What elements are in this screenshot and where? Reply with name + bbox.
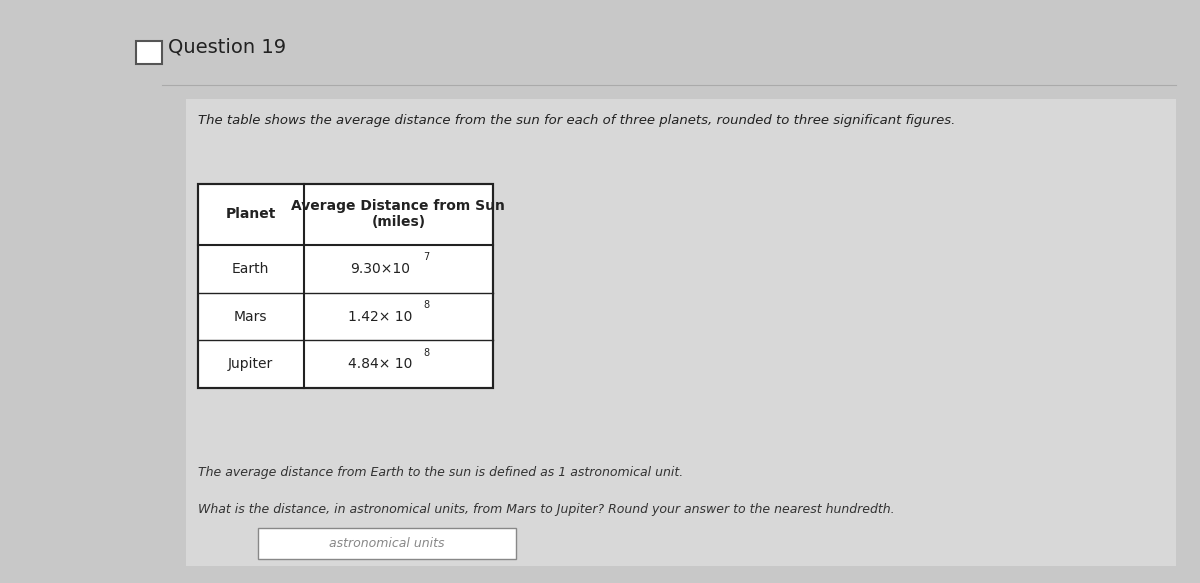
Text: Earth: Earth	[232, 262, 270, 276]
Bar	[198, 184, 493, 388]
Text: 8: 8	[424, 347, 430, 358]
Text: Jupiter: Jupiter	[228, 357, 274, 371]
Text: What is the distance, in astronomical units, from Mars to Jupiter? Round your an: What is the distance, in astronomical un…	[198, 503, 895, 515]
Bar	[136, 41, 162, 64]
Text: 4.84× 10: 4.84× 10	[348, 357, 413, 371]
Text: Question 19: Question 19	[168, 37, 286, 56]
Text: 1.42× 10: 1.42× 10	[348, 310, 413, 324]
Text: Planet: Planet	[226, 207, 276, 222]
Text: 7: 7	[424, 252, 430, 262]
Text: Mars: Mars	[234, 310, 268, 324]
Bar	[186, 99, 1176, 566]
Text: The average distance from Earth to the sun is defined as 1 astronomical unit.: The average distance from Earth to the s…	[198, 466, 683, 479]
Text: 8: 8	[424, 300, 430, 310]
Text: Average Distance from Sun
(miles): Average Distance from Sun (miles)	[292, 199, 505, 229]
Text: astronomical units: astronomical units	[329, 537, 445, 550]
Text: The table shows the average distance from the sun for each of three planets, rou: The table shows the average distance fro…	[198, 114, 955, 127]
Bar	[258, 528, 516, 559]
Bar	[198, 184, 493, 388]
Text: 9.30×10: 9.30×10	[350, 262, 410, 276]
